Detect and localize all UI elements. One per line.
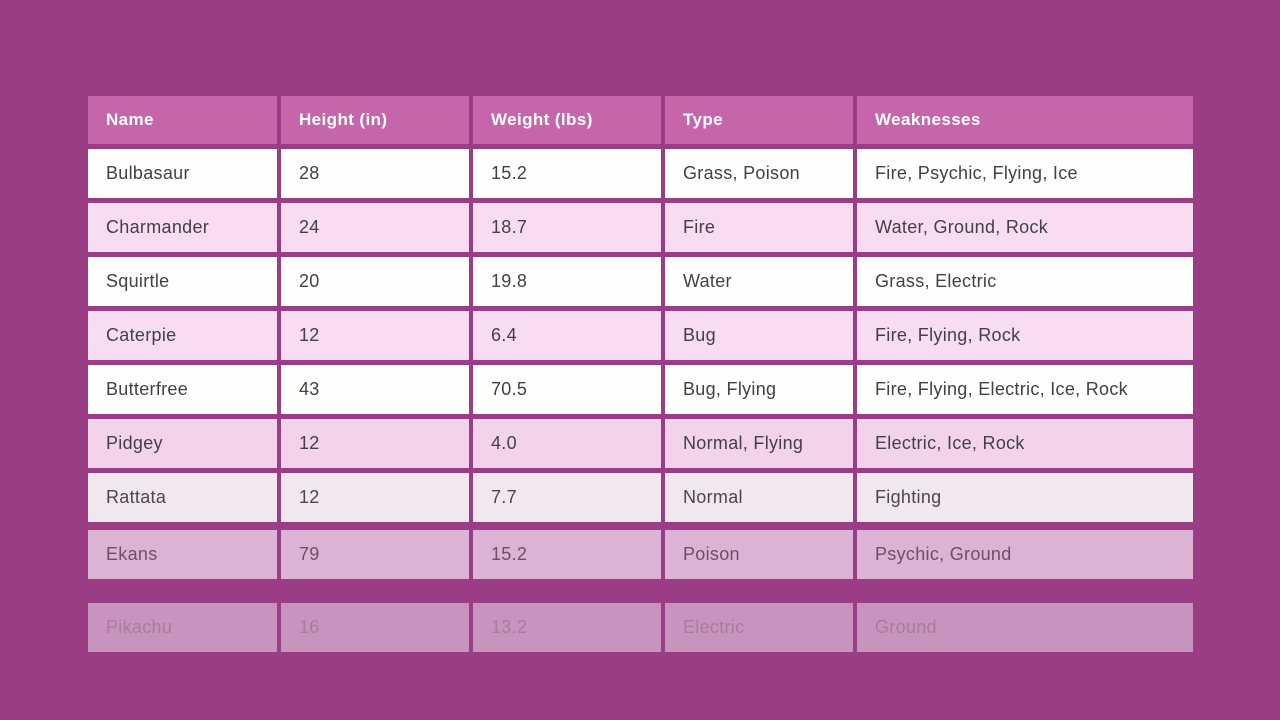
table-row-rattata: Rattata 12 7.7 Normal Fighting [88, 473, 1193, 522]
cell-type: Poison [665, 530, 853, 579]
header-weight: Weight (lbs) [473, 96, 661, 144]
table-row-bulbasaur: Bulbasaur 28 15.2 Grass, Poison Fire, Ps… [88, 149, 1193, 198]
cell-type: Fire [665, 203, 853, 252]
cell-weaknesses: Electric, Ice, Rock [857, 419, 1193, 468]
cell-name: Rattata [88, 473, 277, 522]
cell-height: 24 [281, 203, 469, 252]
cell-height: 12 [281, 473, 469, 522]
cell-weight: 15.2 [473, 530, 661, 579]
cell-type: Electric [665, 603, 853, 652]
cell-weaknesses: Ground [857, 603, 1193, 652]
header-name: Name [88, 96, 277, 144]
cell-weaknesses: Grass, Electric [857, 257, 1193, 306]
cell-weight: 70.5 [473, 365, 661, 414]
header-weaknesses: Weaknesses [857, 96, 1193, 144]
cell-weight: 7.7 [473, 473, 661, 522]
header-height: Height (in) [281, 96, 469, 144]
cell-height: 20 [281, 257, 469, 306]
table-row-ekans: Ekans 79 15.2 Poison Psychic, Ground [88, 530, 1193, 579]
cell-height: 12 [281, 419, 469, 468]
cell-weaknesses: Fire, Flying, Electric, Ice, Rock [857, 365, 1193, 414]
table-row-squirtle: Squirtle 20 19.8 Water Grass, Electric [88, 257, 1193, 306]
cell-weight: 6.4 [473, 311, 661, 360]
cell-name: Bulbasaur [88, 149, 277, 198]
cell-name: Pidgey [88, 419, 277, 468]
cell-weight: 15.2 [473, 149, 661, 198]
cell-name: Squirtle [88, 257, 277, 306]
cell-height: 43 [281, 365, 469, 414]
cell-type: Normal [665, 473, 853, 522]
pokemon-table: Name Height (in) Weight (lbs) Type Weakn… [88, 96, 1193, 652]
cell-type: Grass, Poison [665, 149, 853, 198]
cell-name: Caterpie [88, 311, 277, 360]
cell-weaknesses: Fire, Psychic, Flying, Ice [857, 149, 1193, 198]
table-row-pidgey: Pidgey 12 4.0 Normal, Flying Electric, I… [88, 419, 1193, 468]
table-header-row: Name Height (in) Weight (lbs) Type Weakn… [88, 96, 1193, 144]
cell-weaknesses: Psychic, Ground [857, 530, 1193, 579]
cell-name: Pikachu [88, 603, 277, 652]
cell-weight: 4.0 [473, 419, 661, 468]
cell-type: Bug, Flying [665, 365, 853, 414]
table-row-pikachu: Pikachu 16 13.2 Electric Ground [88, 603, 1193, 652]
cell-weight: 19.8 [473, 257, 661, 306]
cell-type: Water [665, 257, 853, 306]
cell-weight: 13.2 [473, 603, 661, 652]
cell-name: Butterfree [88, 365, 277, 414]
table-row-charmander: Charmander 24 18.7 Fire Water, Ground, R… [88, 203, 1193, 252]
cell-height: 16 [281, 603, 469, 652]
cell-weaknesses: Water, Ground, Rock [857, 203, 1193, 252]
cell-height: 79 [281, 530, 469, 579]
table-row-butterfree: Butterfree 43 70.5 Bug, Flying Fire, Fly… [88, 365, 1193, 414]
table-row-caterpie: Caterpie 12 6.4 Bug Fire, Flying, Rock [88, 311, 1193, 360]
cell-weaknesses: Fire, Flying, Rock [857, 311, 1193, 360]
cell-height: 28 [281, 149, 469, 198]
header-type: Type [665, 96, 853, 144]
cell-weight: 18.7 [473, 203, 661, 252]
cell-name: Charmander [88, 203, 277, 252]
cell-type: Bug [665, 311, 853, 360]
cell-height: 12 [281, 311, 469, 360]
cell-name: Ekans [88, 530, 277, 579]
cell-type: Normal, Flying [665, 419, 853, 468]
cell-weaknesses: Fighting [857, 473, 1193, 522]
